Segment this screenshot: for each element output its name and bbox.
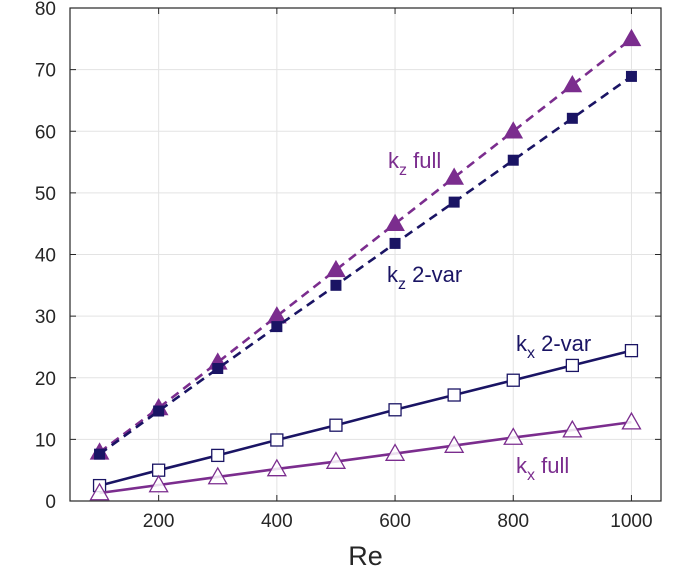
tick-labels: 200 400 600 800 1000 0 10 20 30 40 50 60 70 80: [35, 0, 653, 532]
data-point: [565, 358, 579, 373]
series-kz_2var: [94, 70, 637, 460]
y-tick-label: 0: [45, 492, 56, 513]
annotation-kx_full: kx full: [516, 453, 569, 484]
x-tick-label: 400: [261, 511, 293, 532]
data-point: [625, 70, 637, 82]
data-point: [266, 306, 287, 324]
series-layer: [89, 28, 642, 501]
series-line-kz_full: [98, 37, 633, 454]
data-point: [388, 403, 402, 417]
y-tick-label: 70: [35, 61, 56, 82]
annotations: kz full kz 2-var kx 2-var kx full: [387, 148, 591, 484]
y-tick-label: 20: [35, 369, 56, 390]
data-point: [89, 482, 110, 501]
x-axis-title: Re: [348, 541, 383, 571]
series-kx_2var: [92, 343, 639, 493]
data-point: [266, 458, 287, 477]
data-point: [211, 448, 225, 463]
data-point: [444, 435, 465, 453]
annotation-kz_full: kz full: [388, 148, 441, 179]
data-point: [384, 443, 406, 461]
data-point: [389, 237, 401, 249]
data-point: [447, 388, 461, 402]
data-point: [326, 259, 346, 278]
data-point: [562, 419, 583, 438]
data-point: [507, 154, 519, 166]
data-point: [151, 463, 166, 477]
x-tick-label: 600: [379, 511, 411, 532]
data-point: [448, 196, 460, 208]
data-point: [153, 405, 165, 417]
data-point: [624, 343, 639, 358]
data-point: [325, 451, 347, 469]
data-point: [329, 418, 343, 432]
axes: [69, 7, 662, 502]
annotation-kz_2var: kz 2-var: [387, 262, 462, 293]
data-point: [503, 427, 524, 445]
series-line-kz_2var: [98, 75, 633, 456]
data-point: [271, 321, 283, 333]
data-point: [444, 167, 465, 185]
data-point: [385, 213, 405, 231]
y-tick-label: 30: [35, 307, 56, 328]
y-tick-label: 50: [35, 184, 56, 205]
data-point: [270, 433, 284, 447]
x-tick-label: 800: [497, 511, 529, 532]
x-tick-label: 1000: [610, 511, 652, 532]
data-point: [562, 75, 583, 93]
y-tick-label: 40: [35, 246, 56, 267]
y-tick-label: 60: [35, 122, 56, 143]
data-point: [212, 363, 224, 375]
y-tick-label: 10: [35, 430, 56, 451]
series-line-kx_2var: [99, 349, 632, 487]
data-point: [566, 112, 578, 124]
series-kz_full: [89, 28, 642, 460]
data-point: [506, 373, 520, 387]
data-point: [148, 474, 169, 493]
annotation-kx_2var: kx 2-var: [516, 331, 591, 362]
series-kx_full: [89, 411, 642, 501]
data-point: [94, 448, 106, 460]
data-point: [621, 411, 642, 430]
series-line-kx_full: [99, 420, 632, 495]
data-point: [207, 466, 228, 485]
data-point: [330, 279, 342, 291]
data-point: [503, 121, 524, 139]
data-point: [621, 28, 642, 47]
x-tick-label: 200: [143, 511, 175, 532]
y-tick-label: 80: [35, 0, 56, 20]
